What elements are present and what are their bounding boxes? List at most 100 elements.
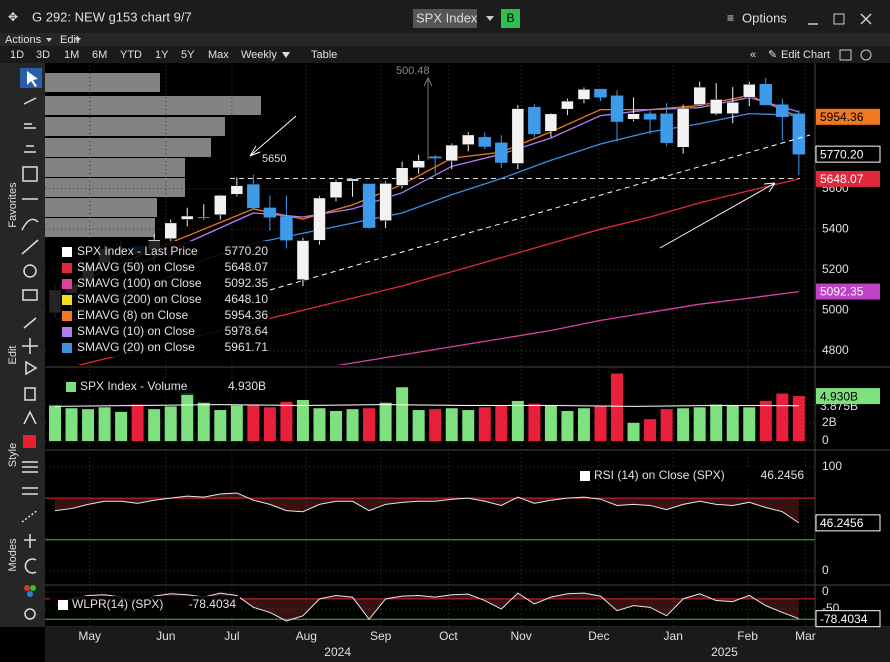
close[interactable]: [860, 13, 872, 25]
range-button[interactable]: 6M: [92, 49, 107, 61]
tool-pen[interactable]: [23, 317, 37, 329]
range-button[interactable]: 1D: [10, 49, 24, 61]
legend-swatch: [62, 343, 72, 353]
menu-actions-arrow[interactable]: [46, 38, 52, 42]
table-button[interactable]: Table: [311, 49, 337, 61]
window-title: G 292: NEW g153 chart 9/7: [32, 9, 192, 24]
tool-color[interactable]: [23, 435, 36, 448]
badge-box[interactable]: [501, 9, 520, 28]
tool-text[interactable]: [22, 166, 38, 182]
tool-percent[interactable]: [24, 123, 36, 129]
tool-dollar[interactable]: [24, 145, 36, 153]
x-tick-label: Feb: [737, 629, 758, 643]
menu-edit-arrow[interactable]: [75, 38, 81, 42]
tool-rect[interactable]: [22, 289, 38, 301]
menu-bar: [0, 33, 890, 46]
sidebar-favorites: Favorites: [7, 182, 19, 228]
ticker[interactable]: SPX Index: [416, 10, 478, 25]
tool-crosshair[interactable]: [24, 534, 36, 548]
indicator-tag-box: [815, 610, 881, 628]
options[interactable]: Options: [742, 10, 787, 25]
x-tick-label: Jul: [224, 629, 239, 643]
panel: 0 100 46.2456 RSI (14) on Close (SPX) 46.245…: [572, 459, 881, 577]
tool-pointer[interactable]: [27, 71, 38, 87]
edit-chart[interactable]: Edit Chart: [781, 49, 830, 61]
price-tag-box: [815, 145, 881, 163]
tool-color-dot-2[interactable]: [30, 585, 36, 591]
tool-curve[interactable]: [21, 218, 39, 231]
range-button[interactable]: 5Y: [181, 49, 195, 61]
candle-body: [792, 113, 806, 155]
tool-color-dot-3[interactable]: [27, 591, 33, 597]
candle-body: [379, 183, 392, 221]
period-arrow[interactable]: [282, 52, 290, 58]
collapse-icon[interactable]: «: [750, 49, 756, 61]
badge[interactable]: B: [506, 11, 514, 25]
legend-swatch: [58, 600, 68, 610]
legend-box: [50, 596, 240, 614]
volume-tag-box: [816, 388, 880, 405]
tool-delete[interactable]: [24, 387, 36, 401]
volume-bar: [644, 419, 657, 442]
panel: May Jun Jul Aug Sep Oct Nov Dec Jan Feb Mar 2024 202…: [78, 65, 816, 659]
menu-edit[interactable]: Edit: [60, 34, 79, 46]
volume-bar: [82, 409, 95, 442]
chart-settings[interactable]: [839, 49, 852, 61]
maximize[interactable]: [833, 13, 845, 25]
y-tick-label: 100: [822, 459, 842, 473]
measure-arrow: [423, 76, 433, 160]
tool-move[interactable]: [22, 338, 38, 354]
volume-bar: [792, 396, 805, 442]
period[interactable]: Weekly: [241, 49, 277, 61]
candle-body: [478, 137, 492, 147]
range-button[interactable]: 3D: [36, 49, 50, 61]
tool-dotted[interactable]: [21, 509, 39, 523]
sidebar-modes: Modes: [7, 538, 19, 572]
x-tick-label: May: [78, 629, 101, 643]
legend-value: 5961.71: [225, 340, 269, 354]
menu-actions[interactable]: Actions: [5, 34, 42, 46]
price-tag: 5092.35: [820, 285, 864, 299]
legend-swatch: [62, 311, 72, 321]
volume-bar: [412, 410, 425, 442]
tool-ray[interactable]: [21, 239, 39, 255]
legend-value: 5092.35: [225, 276, 269, 290]
volume-bar: [197, 402, 210, 442]
x-tick-label: Sep: [370, 629, 392, 643]
candle-body: [676, 107, 690, 148]
tool-magnet[interactable]: [24, 558, 37, 574]
tool-lines[interactable]: [22, 461, 38, 473]
edit-chart-icon[interactable]: ✎: [768, 49, 777, 61]
ticker-dropdown[interactable]: [486, 16, 494, 21]
volume-bar: [561, 410, 574, 442]
sidebar-style: Style: [7, 443, 19, 467]
range-button[interactable]: 1M: [64, 49, 79, 61]
legend-name: SMAVG (100) on Close: [77, 276, 202, 290]
move-icon[interactable]: ✥: [8, 10, 18, 24]
candle-body: [329, 181, 343, 199]
volume-bar: [296, 400, 309, 442]
ticker-field[interactable]: [413, 9, 477, 28]
tool-settings[interactable]: [24, 608, 36, 620]
tool-color-dot-1[interactable]: [24, 585, 30, 591]
tool-select[interactable]: [25, 360, 38, 376]
indicator-area: [55, 593, 799, 621]
chart-gear[interactable]: [860, 49, 872, 61]
candle-body: [230, 185, 244, 195]
volume-bar: [544, 405, 557, 442]
options-icon[interactable]: ≡: [727, 11, 734, 25]
tool-line[interactable]: [23, 97, 37, 105]
indicator-line: [54, 492, 800, 524]
range-button[interactable]: 1Y: [155, 49, 169, 61]
tool-dash[interactable]: [22, 487, 38, 495]
tool-circle[interactable]: [23, 264, 37, 278]
indicator-line: [54, 592, 800, 622]
tool-font[interactable]: [23, 410, 37, 425]
range-button[interactable]: YTD: [120, 49, 142, 61]
price-tag: 5954.36: [820, 110, 864, 124]
range-button[interactable]: Max: [208, 49, 229, 61]
volume-bar: [330, 410, 343, 442]
legend-name: RSI (14) on Close (SPX): [594, 468, 725, 482]
